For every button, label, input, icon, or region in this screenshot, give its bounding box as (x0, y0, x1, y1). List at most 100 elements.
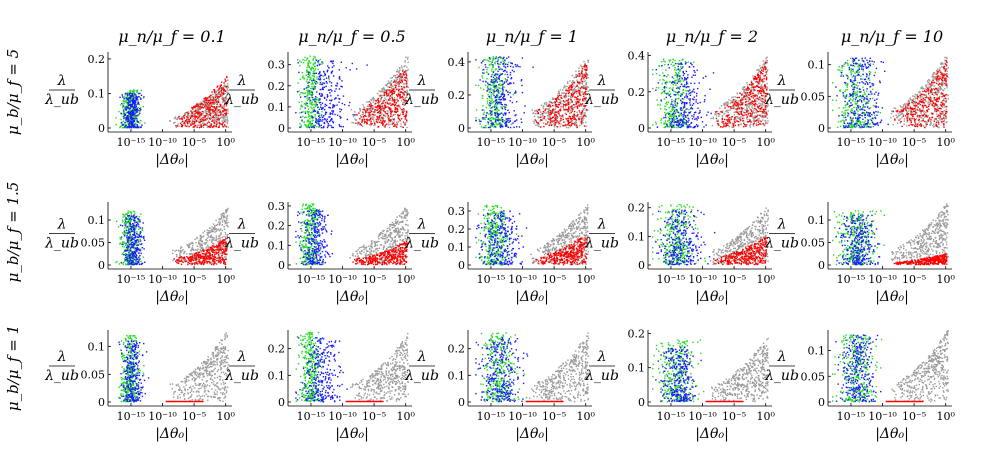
point (554, 116, 556, 118)
point (377, 97, 380, 100)
point (398, 115, 400, 117)
point (367, 108, 370, 111)
point (135, 94, 137, 96)
point (208, 117, 210, 119)
point (746, 105, 748, 107)
point (125, 124, 127, 126)
point (384, 107, 386, 109)
point (218, 124, 220, 127)
point (500, 80, 503, 82)
point (222, 116, 225, 118)
point (382, 120, 385, 122)
point (218, 126, 220, 128)
point (585, 90, 587, 93)
point (328, 77, 330, 79)
point (139, 107, 142, 109)
point (196, 103, 198, 105)
point (223, 115, 226, 117)
point (387, 102, 389, 105)
point (376, 99, 379, 101)
point (387, 112, 389, 114)
point (321, 61, 323, 63)
point (135, 117, 137, 119)
point (499, 56, 501, 58)
point (390, 108, 392, 110)
point (547, 115, 549, 117)
point (581, 70, 583, 72)
point (762, 98, 765, 100)
point (316, 82, 319, 84)
point (133, 117, 135, 120)
point (552, 119, 554, 121)
point (382, 100, 384, 103)
point (506, 123, 508, 126)
point (566, 85, 568, 87)
point (201, 118, 203, 120)
point (350, 108, 353, 111)
point (548, 114, 551, 117)
point (489, 104, 491, 106)
point (361, 120, 363, 122)
point (389, 123, 391, 126)
point (745, 114, 748, 116)
point (339, 78, 341, 80)
point (406, 89, 408, 91)
point (754, 107, 756, 110)
point (500, 56, 502, 59)
point (135, 126, 137, 128)
point (304, 96, 306, 98)
point (203, 104, 205, 106)
point (745, 124, 747, 126)
point (391, 121, 394, 123)
point (482, 95, 484, 97)
point (497, 59, 499, 61)
point (119, 126, 121, 129)
point (399, 125, 402, 128)
point (314, 61, 316, 63)
point (132, 97, 134, 99)
point (132, 95, 134, 97)
point (326, 126, 329, 129)
point (306, 69, 308, 71)
point (391, 93, 393, 96)
series-red (175, 76, 228, 129)
point (562, 106, 564, 108)
point (129, 97, 131, 100)
point (197, 111, 199, 113)
point (746, 92, 749, 94)
point (217, 98, 220, 101)
point (406, 111, 408, 114)
point (322, 107, 324, 109)
point (367, 101, 370, 103)
point (363, 121, 366, 123)
point (212, 93, 214, 96)
point (501, 68, 503, 71)
point (330, 85, 333, 87)
point (487, 84, 489, 86)
point (397, 83, 399, 86)
point (134, 127, 136, 129)
series-blue (295, 59, 368, 129)
point (399, 79, 401, 81)
point (494, 125, 496, 128)
point (143, 96, 145, 98)
point (311, 117, 313, 119)
point (399, 81, 402, 83)
point (377, 102, 379, 104)
point (360, 124, 363, 126)
point (747, 112, 750, 115)
point (764, 87, 767, 89)
point (397, 81, 399, 83)
point (122, 112, 124, 115)
point (220, 89, 222, 91)
point (177, 123, 179, 125)
point (194, 106, 196, 108)
point (130, 116, 132, 119)
point (537, 112, 539, 114)
point (494, 78, 496, 80)
point (317, 120, 319, 122)
point (551, 98, 554, 100)
point (570, 85, 573, 87)
point (370, 106, 372, 108)
point (556, 126, 559, 128)
